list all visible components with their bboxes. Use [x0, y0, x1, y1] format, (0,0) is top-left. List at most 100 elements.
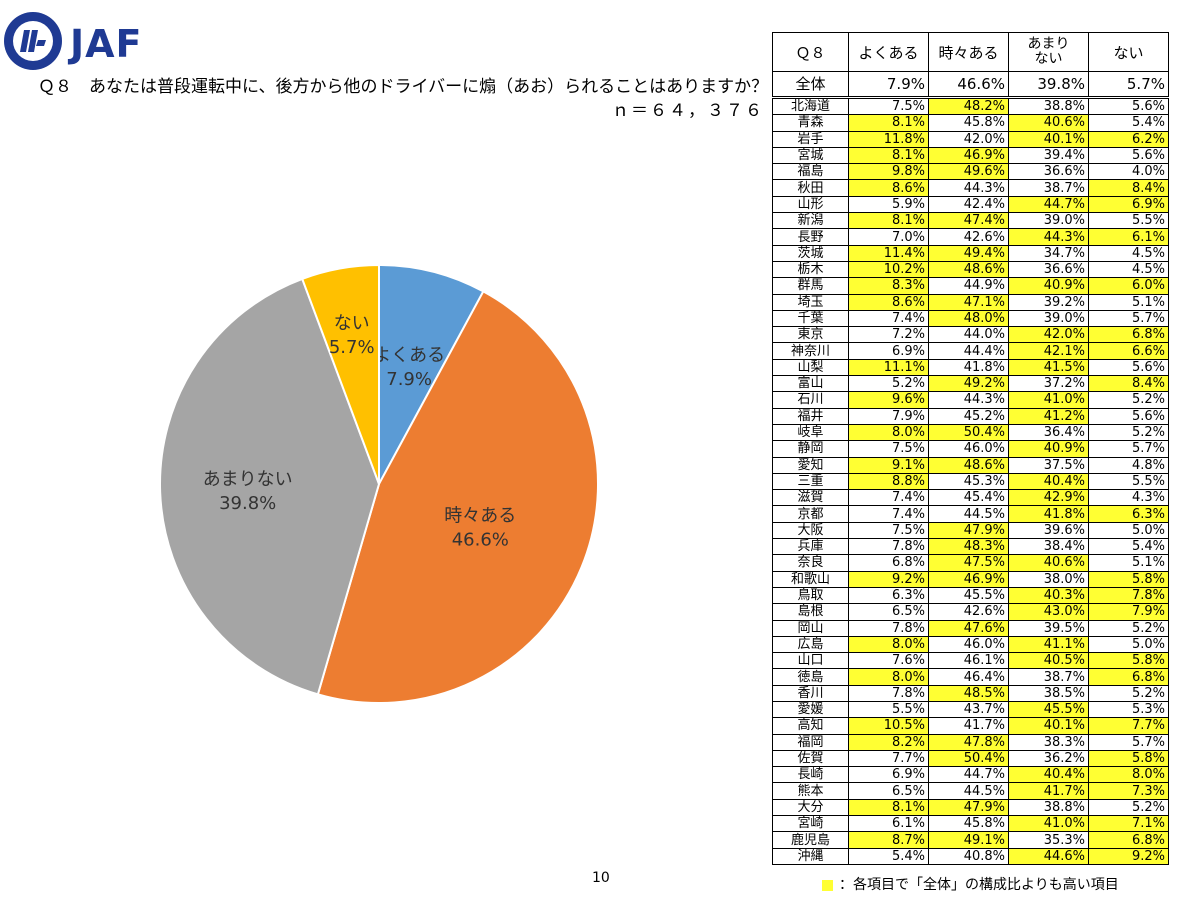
cell-value: 41.0% — [1008, 391, 1089, 409]
cell-value: 44.6% — [1008, 847, 1089, 865]
cell-value: 48.6% — [928, 456, 1009, 474]
row-label: 高知 — [772, 717, 849, 735]
cell-value: 5.8% — [1088, 570, 1169, 588]
table-row: 奈良 6.8% 47.5% 40.6% 5.1% — [772, 554, 1169, 572]
cell-value: 40.1% — [1008, 717, 1089, 735]
table-row: 栃木 10.2% 48.6% 36.6% 4.5% — [772, 260, 1169, 279]
cell-value: 38.8% — [1008, 798, 1089, 817]
cell-value: 7.3% — [1088, 782, 1169, 800]
row-label: 秋田 — [772, 179, 849, 197]
cell-value: 44.4% — [928, 342, 1009, 360]
table-row: 和歌山 9.2% 46.9% 38.0% 5.8% — [772, 570, 1169, 588]
cell-value: 41.5% — [1008, 358, 1089, 377]
row-label: 和歌山 — [772, 570, 849, 588]
table-row: 高知 10.5% 41.7% 40.1% 7.7% — [772, 717, 1169, 735]
row-label: 埼玉 — [772, 293, 849, 311]
cell-value: 9.8% — [848, 163, 929, 181]
cell-value: 44.5% — [928, 505, 1009, 523]
cell-value: 11.1% — [848, 358, 929, 377]
cell-value: 48.3% — [928, 538, 1009, 556]
cell-value: 45.5% — [1008, 700, 1089, 719]
cell-value: 48.2% — [928, 96, 1009, 116]
table-row: 兵庫 7.8% 48.3% 38.4% 5.4% — [772, 538, 1169, 556]
cell-value: 40.3% — [1008, 586, 1089, 605]
table-row: 埼玉 8.6% 47.1% 39.2% 5.1% — [772, 293, 1169, 311]
cell-value: 5.2% — [848, 375, 929, 393]
table-row: 長崎 6.9% 44.7% 40.4% 8.0% — [772, 766, 1169, 784]
cell-value: 8.7% — [848, 831, 929, 849]
table-row: 佐賀 7.7% 50.4% 36.2% 5.8% — [772, 749, 1169, 768]
cell-value: 5.2% — [1088, 423, 1169, 442]
row-label: 滋賀 — [772, 489, 849, 507]
cell-value: 9.1% — [848, 456, 929, 474]
table-row: 富山 5.2% 49.2% 37.2% 8.4% — [772, 375, 1169, 393]
cell-value: 9.2% — [848, 570, 929, 588]
table-row: 香川 7.8% 48.5% 38.5% 5.2% — [772, 684, 1169, 702]
cell-value: 40.4% — [1008, 766, 1089, 784]
cell-value: 44.7% — [1008, 195, 1089, 214]
cell-value: 43.7% — [928, 700, 1009, 719]
cell-value: 11.4% — [848, 244, 929, 262]
cell-value: 40.5% — [1008, 652, 1089, 670]
row-label: 愛知 — [772, 456, 849, 474]
cell-value: 46.9% — [928, 146, 1009, 165]
cell-value: 41.8% — [928, 358, 1009, 377]
cell-value: 8.8% — [848, 472, 929, 491]
table-row-total: 全体 7.9% 46.6% 39.8% 5.7% — [772, 71, 1169, 98]
slice-category-label: 時々ある — [444, 506, 516, 527]
table-row: 大分 8.1% 47.9% 38.8% 5.2% — [772, 798, 1169, 817]
cell-value: 39.8% — [1008, 71, 1089, 98]
cell-value: 48.6% — [928, 260, 1009, 279]
cell-value: 5.0% — [1088, 635, 1169, 654]
cell-value: 36.6% — [1008, 163, 1089, 181]
cell-value: 5.4% — [1088, 114, 1169, 132]
cell-value: 11.8% — [848, 130, 929, 148]
cell-value: 8.3% — [848, 277, 929, 295]
table-row: 愛知 9.1% 48.6% 37.5% 4.8% — [772, 456, 1169, 474]
row-label: 鳥取 — [772, 586, 849, 605]
cell-value: 40.1% — [1008, 130, 1089, 148]
cell-value: 5.1% — [1088, 554, 1169, 572]
cell-value: 7.4% — [848, 489, 929, 507]
cell-value: 7.4% — [848, 505, 929, 523]
cell-value: 6.1% — [1088, 228, 1169, 246]
cell-value: 36.4% — [1008, 423, 1089, 442]
table-row: 石川 9.6% 44.3% 41.0% 5.2% — [772, 391, 1169, 409]
cell-value: 41.8% — [1008, 505, 1089, 523]
cell-value: 44.3% — [1008, 228, 1089, 246]
cell-value: 38.8% — [1008, 96, 1089, 116]
cell-value: 5.6% — [1088, 96, 1169, 116]
cell-value: 7.1% — [1088, 815, 1169, 833]
cell-value: 8.1% — [848, 114, 929, 132]
table-row: 福島 9.8% 49.6% 36.6% 4.0% — [772, 163, 1169, 181]
cell-value: 7.5% — [848, 521, 929, 540]
table-row: 秋田 8.6% 44.3% 38.7% 8.4% — [772, 179, 1169, 197]
row-label: 奈良 — [772, 554, 849, 572]
table-header-row: Ｑ８ よくある 時々ある あまり ない ない — [772, 32, 1169, 72]
cell-value: 50.4% — [928, 423, 1009, 442]
cell-value: 50.4% — [928, 749, 1009, 768]
cell-value: 7.8% — [848, 619, 929, 637]
cell-value: 5.9% — [848, 195, 929, 214]
cell-value: 38.4% — [1008, 538, 1089, 556]
cell-value: 7.4% — [848, 309, 929, 328]
cell-value: 42.0% — [928, 130, 1009, 148]
table-row: 鳥取 6.3% 45.5% 40.3% 7.8% — [772, 586, 1169, 605]
cell-value: 38.0% — [1008, 570, 1089, 588]
cell-value: 44.5% — [928, 782, 1009, 800]
cell-value: 45.8% — [928, 114, 1009, 132]
cell-value: 5.2% — [1088, 391, 1169, 409]
row-label: 富山 — [772, 375, 849, 393]
row-label: 大分 — [772, 798, 849, 817]
page-number: 10 — [592, 870, 610, 886]
cell-value: 49.6% — [928, 163, 1009, 181]
table-row: 愛媛 5.5% 43.7% 45.5% 5.3% — [772, 700, 1169, 719]
cell-value: 47.9% — [928, 798, 1009, 817]
cell-value: 10.5% — [848, 717, 929, 735]
cell-value: 42.9% — [1008, 489, 1089, 507]
cell-value: 45.3% — [928, 472, 1009, 491]
cell-value: 5.0% — [1088, 521, 1169, 540]
table-row: 大阪 7.5% 47.9% 39.6% 5.0% — [772, 521, 1169, 540]
cell-value: 37.2% — [1008, 375, 1089, 393]
cell-value: 8.1% — [848, 146, 929, 165]
